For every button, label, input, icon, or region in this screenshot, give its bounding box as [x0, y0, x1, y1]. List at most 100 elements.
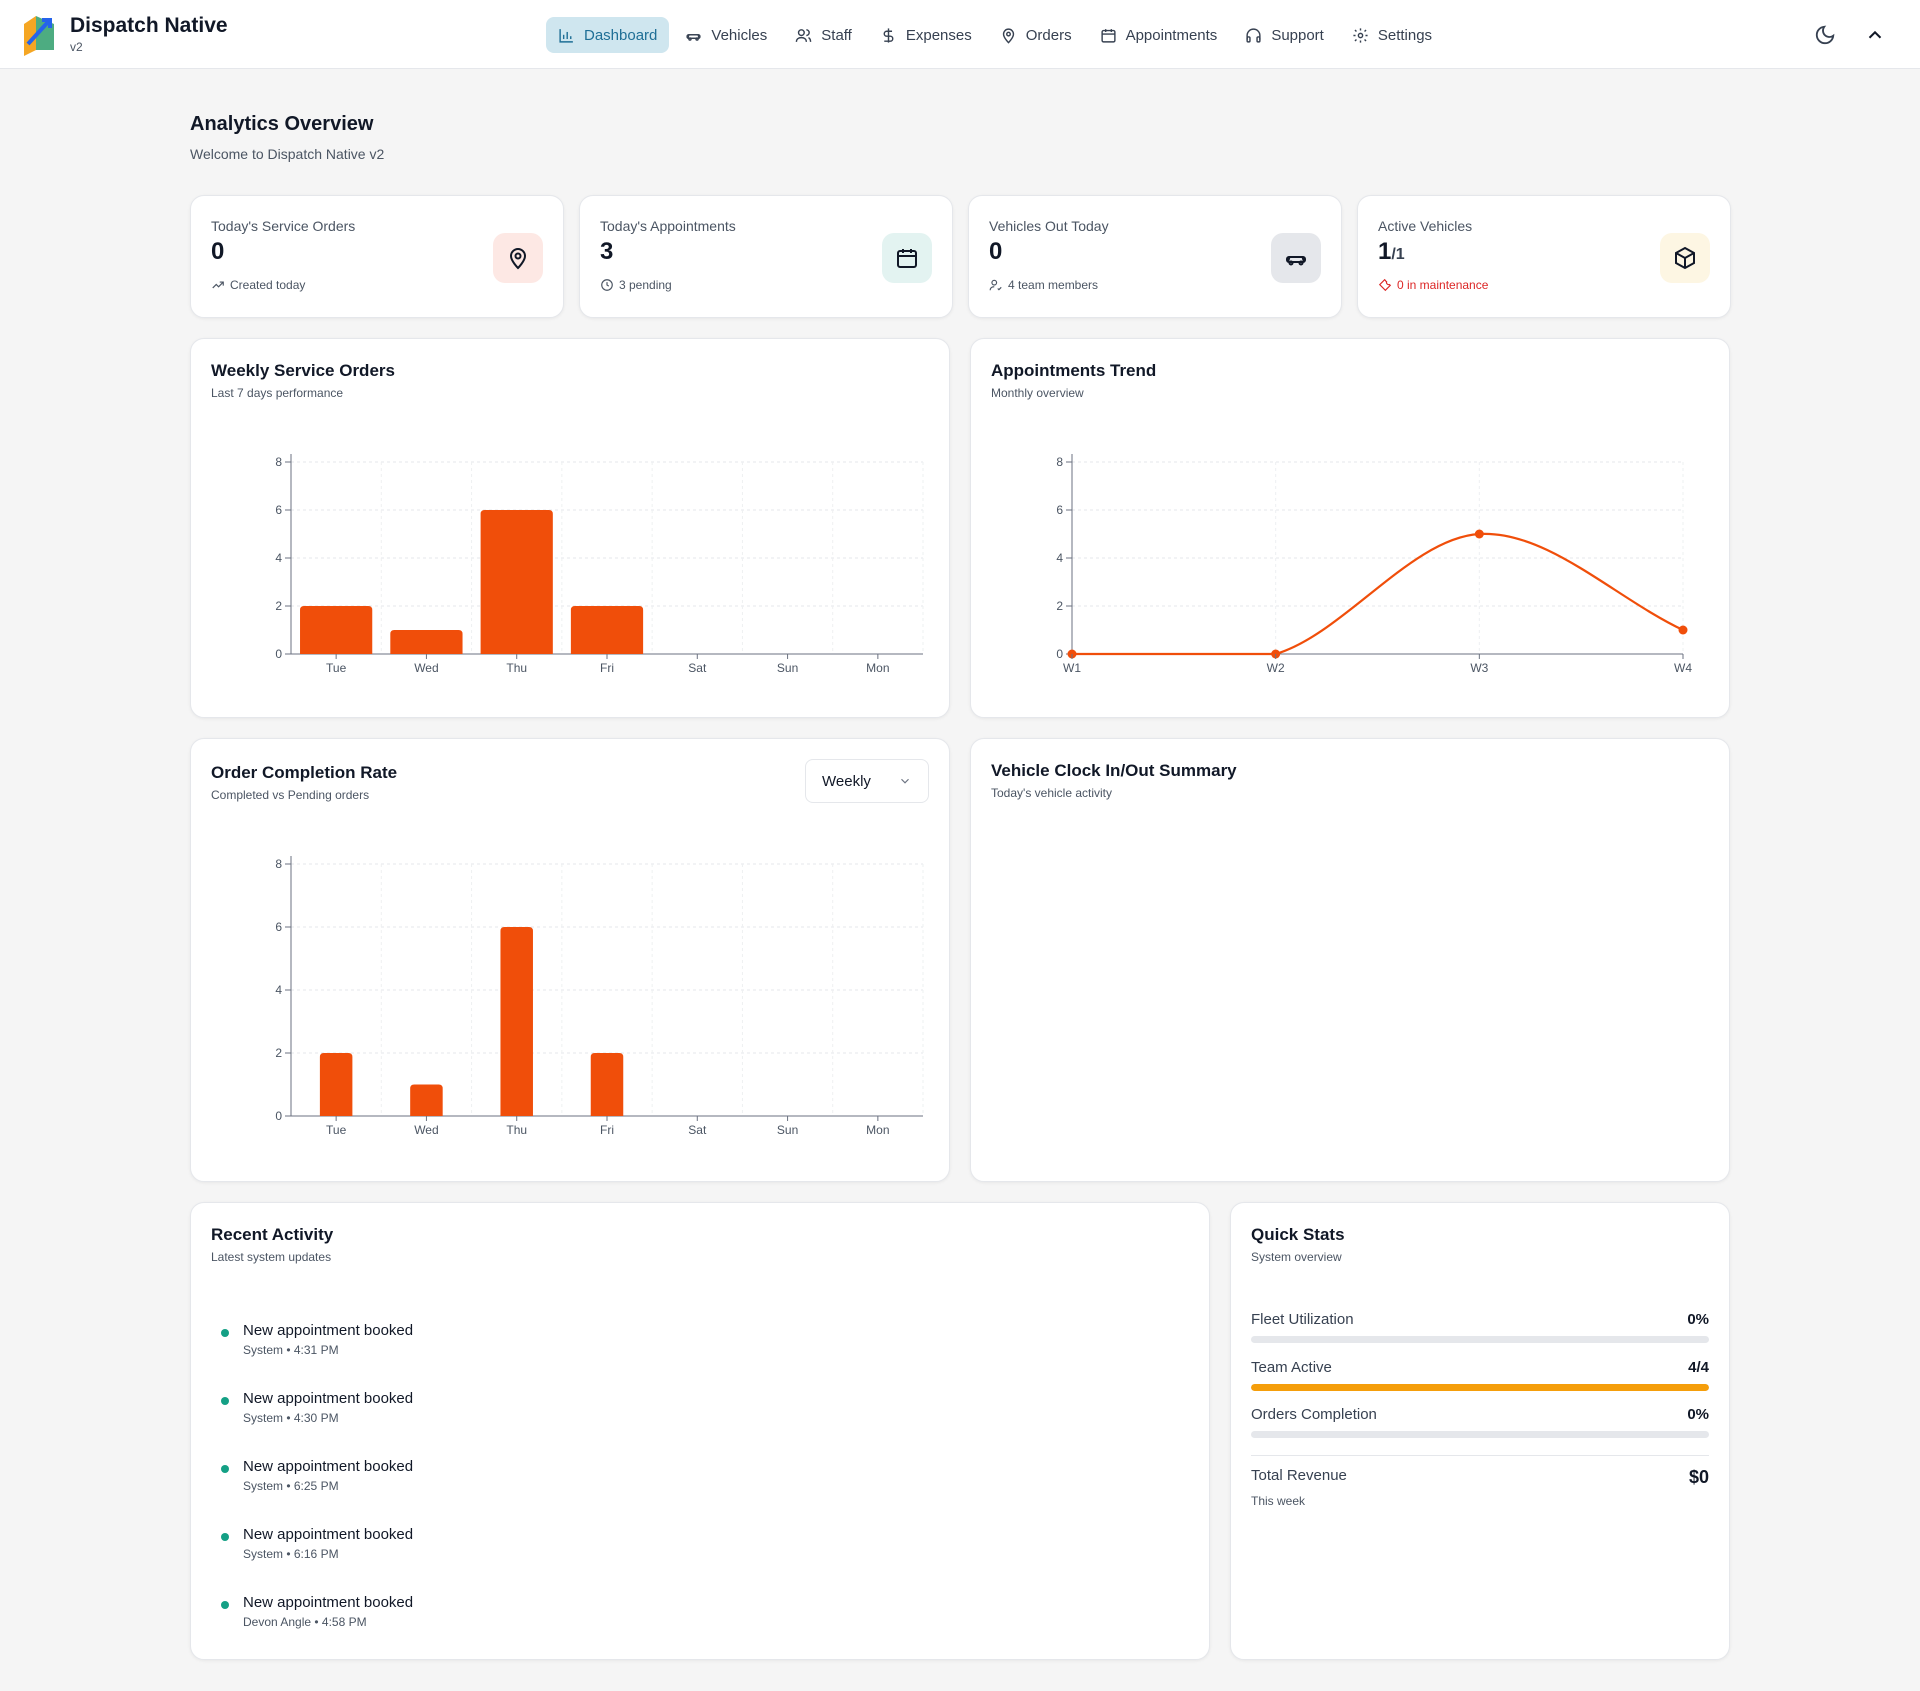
period-select-value: Weekly — [822, 772, 871, 790]
status-dot — [221, 1329, 229, 1337]
bar — [390, 630, 463, 654]
activity-item[interactable]: New appointment booked System • 6:16 PM — [211, 1525, 413, 1593]
gear-icon — [1353, 27, 1368, 43]
card-subtitle: Latest system updates — [211, 1250, 332, 1264]
map-pin-icon — [509, 248, 527, 270]
page-title: Analytics Overview — [190, 113, 374, 135]
quick-stat-team-active: Team Active 4/4 — [1251, 1359, 1709, 1391]
data-point — [1678, 625, 1688, 635]
activity-item[interactable]: New appointment booked System • 4:31 PM — [211, 1321, 413, 1389]
bar — [570, 606, 644, 654]
top-navigation-bar: Dispatch Native v2 Dashboard Vehicles St… — [0, 0, 1920, 69]
x-tick-label: Sat — [688, 1123, 707, 1137]
nav-expenses[interactable]: Expenses — [868, 17, 984, 53]
status-dot — [221, 1397, 229, 1405]
box-icon — [1675, 246, 1695, 270]
stat-card-appointments: Today's Appointments 3 3 pending — [579, 195, 953, 318]
activity-item[interactable]: New appointment booked System • 4:30 PM — [211, 1389, 413, 1457]
stat-footnote: 4 team members — [989, 278, 1098, 292]
clock-icon — [601, 279, 613, 291]
y-tick-label: 0 — [1056, 647, 1063, 661]
y-tick-label: 6 — [1056, 503, 1063, 517]
activity-meta: System • 6:16 PM — [243, 1547, 339, 1561]
status-dot — [221, 1601, 229, 1609]
wrench-icon — [1378, 278, 1392, 292]
activity-meta: System • 4:30 PM — [243, 1411, 339, 1425]
main-nav: Dashboard Vehicles Staff Expenses Orders… — [546, 17, 1448, 53]
theme-toggle-button[interactable] — [1808, 18, 1842, 52]
nav-settings[interactable]: Settings — [1340, 17, 1444, 53]
card-subtitle: Today's vehicle activity — [991, 786, 1113, 800]
map-pin-icon — [1002, 27, 1014, 44]
x-tick-label: Thu — [506, 1123, 527, 1137]
weekly-orders-card: Weekly Service Orders Last 7 days perfor… — [190, 338, 950, 718]
stat-card-active-vehicles: Active Vehicles 1/1 0 in maintenance — [1357, 195, 1731, 318]
app-name: Dispatch Native — [70, 14, 228, 37]
card-title: Recent Activity — [211, 1225, 334, 1244]
completion-rate-chart: 0 2 4 6 8 Tue Wed Thu Fri Sat Sun Mon — [275, 856, 924, 1137]
y-tick-label: 6 — [275, 920, 282, 934]
x-tick-label: Sat — [688, 661, 707, 675]
stat-icon-box — [882, 233, 932, 283]
vehicle-clock-card: Vehicle Clock In/Out Summary Today's veh… — [970, 738, 1730, 1182]
x-tick-label: Wed — [414, 661, 438, 675]
activity-item[interactable]: New appointment booked Devon Angle • 4:5… — [211, 1593, 413, 1661]
stat-icon-box — [493, 233, 543, 283]
card-title: Vehicle Clock In/Out Summary — [991, 761, 1237, 780]
card-title: Appointments Trend — [991, 361, 1157, 380]
app-version: v2 — [70, 40, 83, 54]
nav-support[interactable]: Support — [1233, 17, 1336, 53]
x-tick-label: Mon — [866, 1123, 889, 1137]
appointments-trend-chart: 0 2 4 6 8 W1 W2 W3 W4 — [1056, 454, 1692, 675]
stat-card-service-orders: Today's Service Orders 0 Created today — [190, 195, 564, 318]
nav-label: Settings — [1377, 26, 1433, 44]
dollar-icon — [883, 27, 894, 43]
completion-rate-card: Order Completion Rate Completed vs Pendi… — [190, 738, 950, 1182]
activity-meta: System • 4:31 PM — [243, 1343, 339, 1357]
y-tick-label: 0 — [275, 647, 282, 661]
collapse-button[interactable] — [1858, 18, 1892, 52]
bar — [319, 1053, 353, 1116]
card-title: Weekly Service Orders — [211, 361, 395, 380]
period-select[interactable]: Weekly — [805, 759, 929, 803]
quick-stat-sublabel: This week — [1251, 1494, 1306, 1508]
y-tick-label: 4 — [275, 983, 282, 997]
nav-label: Expenses — [905, 26, 972, 44]
app-logo — [24, 16, 54, 56]
card-subtitle: System overview — [1251, 1250, 1342, 1264]
user-check-icon — [989, 279, 1002, 291]
stat-label: Today's Service Orders — [211, 218, 356, 234]
nav-vehicles[interactable]: Vehicles — [673, 17, 779, 53]
quick-stat-orders-completion: Orders Completion 0% — [1251, 1406, 1709, 1438]
card-title: Order Completion Rate — [211, 763, 398, 782]
activity-title: New appointment booked — [243, 1526, 414, 1543]
progress-fill — [1251, 1384, 1709, 1391]
stat-label: Active Vehicles — [1378, 218, 1473, 234]
bar-chart-icon — [559, 28, 573, 43]
activity-title: New appointment booked — [243, 1458, 414, 1475]
activity-item[interactable]: New appointment booked System • 6:25 PM — [211, 1457, 413, 1525]
brand[interactable]: Dispatch Native v2 — [18, 10, 228, 58]
activity-title: New appointment booked — [243, 1322, 414, 1339]
stat-label: Vehicles Out Today — [989, 218, 1109, 234]
stat-value: 1/1 — [1378, 238, 1405, 266]
quick-stat-label: Team Active — [1251, 1359, 1332, 1376]
card-subtitle: Last 7 days performance — [211, 386, 344, 400]
nav-dashboard[interactable]: Dashboard — [546, 17, 670, 53]
card-title: Quick Stats — [1251, 1225, 1345, 1244]
nav-label: Support — [1271, 26, 1324, 44]
stat-footnote: Created today — [211, 278, 305, 292]
x-tick-label: Tue — [326, 1123, 347, 1137]
activity-title: New appointment booked — [243, 1594, 414, 1611]
nav-label: Staff — [821, 26, 852, 44]
nav-staff[interactable]: Staff — [783, 17, 864, 53]
nav-appointments[interactable]: Appointments — [1088, 17, 1230, 53]
chevron-down-icon — [901, 778, 909, 784]
x-tick-label: W3 — [1470, 661, 1488, 675]
y-tick-label: 4 — [1056, 551, 1063, 565]
nav-orders[interactable]: Orders — [988, 17, 1084, 53]
x-tick-label: Sun — [777, 661, 798, 675]
chevron-up-icon — [1868, 30, 1882, 39]
stat-label: Today's Appointments — [600, 218, 736, 234]
quick-stats-card: Quick Stats System overview Fleet Utiliz… — [1230, 1202, 1730, 1660]
